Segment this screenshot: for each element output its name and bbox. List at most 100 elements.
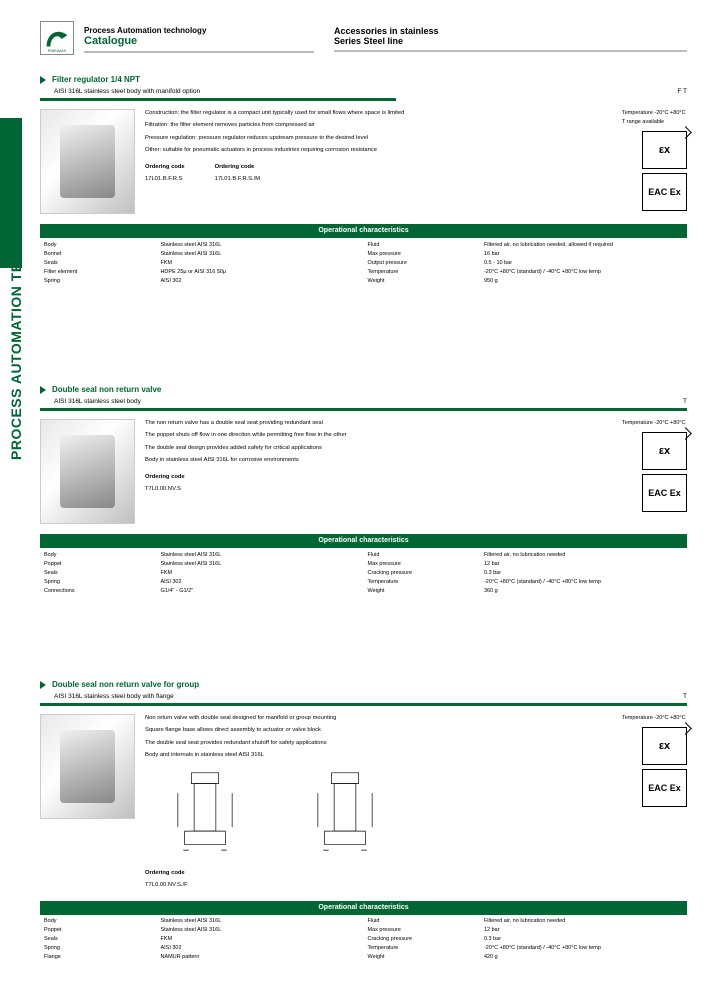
table-row: SealsFKMCracking pressure0.3 bar	[40, 568, 687, 577]
order-code-title: Ordering code	[145, 473, 185, 482]
section-content-row: Non return valve with double seal design…	[40, 714, 687, 891]
order-code-value: T7L0.00.NV.S	[145, 485, 185, 494]
operational-characteristics-header: Operational characteristics	[40, 901, 687, 915]
table-cell: Filtered air, no lubrication needed	[480, 917, 687, 926]
section-title-row: Double seal non return valve for group	[40, 680, 687, 689]
section-title: Double seal non return valve	[52, 385, 161, 394]
table-cell: Filtered air, no lubrication needed, all…	[480, 240, 687, 249]
table-row: SpringAISI 302Temperature-20°C +80°C (st…	[40, 944, 687, 953]
section-title: Double seal non return valve for group	[52, 680, 199, 689]
description-line: Non return valve with double seal design…	[145, 714, 612, 723]
table-cell: 0.5 - 10 bar	[480, 258, 687, 267]
section-subtitle-right: T	[683, 693, 687, 700]
table-cell: Temperature	[363, 577, 479, 586]
section-arrow-icon	[40, 681, 46, 689]
table-cell: G1/4" - G1/2"	[156, 586, 363, 595]
description-line: The double seal seat provides redundant …	[145, 739, 612, 748]
table-row: BodyStainless steel AISI 316LFluidFilter…	[40, 550, 687, 559]
table-cell: Flange	[40, 953, 156, 962]
header-right-column: Accessories in stainless Series Steel li…	[314, 24, 687, 52]
description-line: Pressure regulation: pressure regulator …	[145, 134, 612, 143]
header-left-line1: Process Automation technology	[84, 26, 314, 35]
table-cell: Max pressure	[363, 926, 479, 935]
table-cell: 16 bar	[480, 249, 687, 258]
table-cell: Weight	[363, 276, 479, 285]
order-code-block: Ordering code T7L0.00.NV.S	[145, 473, 185, 495]
section-title-row: Double seal non return valve	[40, 385, 687, 394]
table-cell: 12 bar	[480, 559, 687, 568]
description-column: Construction: the filter regulator is a …	[145, 109, 612, 214]
table-cell: 420 g	[480, 953, 687, 962]
description-column: Non return valve with double seal design…	[145, 714, 612, 891]
order-code-value: T7L0.00.NV.S./F	[145, 881, 188, 890]
table-cell: Spring	[40, 944, 156, 953]
table-cell: Weight	[363, 586, 479, 595]
table-row: SpringAISI 302Temperature-20°C +80°C (st…	[40, 577, 687, 586]
section-arrow-icon	[40, 76, 46, 84]
table-cell: AISI 302	[156, 577, 363, 586]
order-code-row: Ordering code 17L01.B.F.R.S Ordering code1…	[145, 163, 612, 185]
section-subtitle-row: AISI 316L stainless steel body with mani…	[54, 88, 687, 95]
page-header: PNEUMAX Process Automation technology Ca…	[40, 18, 687, 58]
section-subtitle-row: AISI 316L stainless steel body with flan…	[54, 693, 687, 700]
section-content-row: The non return valve has a double seal s…	[40, 419, 687, 524]
description-line: Square flange base allows direct assembl…	[145, 726, 612, 735]
order-code-title: Ordering code	[215, 163, 260, 172]
table-cell: -20°C +80°C (standard) / -40°C +80°C low…	[480, 267, 687, 276]
header-left-column: Process Automation technology Catalogue	[84, 24, 314, 53]
table-row: FlangeNAMUR patternWeight420 g	[40, 953, 687, 962]
table-cell: 12 bar	[480, 926, 687, 935]
table-cell: 950 g	[480, 276, 687, 285]
section-divider-bar	[40, 703, 687, 706]
order-code-row: Ordering codeT7L0.00.NV.S./F	[145, 869, 612, 891]
section-subtitle-right: T	[683, 398, 687, 405]
product-image-shape	[60, 125, 116, 197]
header-left-line2: Catalogue	[84, 35, 314, 47]
table-cell: Fluid	[363, 240, 479, 249]
product-image	[40, 714, 135, 819]
eac-ex-badge: EAC Ex	[642, 173, 687, 211]
section-title: Filter regulator 1/4 NPT	[52, 75, 140, 84]
operational-characteristics-table: BodyStainless steel AISI 316LFluidFilter…	[40, 917, 687, 962]
table-cell: AISI 302	[156, 276, 363, 285]
description-line: The non return valve has a double seal s…	[145, 419, 612, 428]
table-row: SealsFKMOutput pressure0.5 - 10 bar	[40, 258, 687, 267]
table-cell: Connections	[40, 586, 156, 595]
table-cell: -20°C +80°C (standard) / -40°C +80°C low…	[480, 944, 687, 953]
operational-characteristics-header: Operational characteristics	[40, 534, 687, 548]
section-title-row: Filter regulator 1/4 NPT	[40, 75, 687, 84]
section-content-row: Construction: the filter regulator is a …	[40, 109, 687, 214]
table-cell: Seals	[40, 258, 156, 267]
section-arrow-icon	[40, 386, 46, 394]
table-row: SealsFKMCracking pressure0.3 bar	[40, 935, 687, 944]
order-code-value: 17L01.B.F.R.S	[145, 175, 185, 184]
temperature-range: Temperature -20°C +80°C	[622, 714, 687, 723]
order-code-block: Ordering code17L01.B.F.R.S./M	[215, 163, 260, 185]
product-section: Double seal non return valve AISI 316L st…	[40, 385, 687, 595]
atex-badge: εx	[642, 131, 687, 169]
section-subtitle-row: AISI 316L stainless steel bodyT	[54, 398, 687, 405]
table-cell: Stainless steel AISI 316L	[156, 559, 363, 568]
table-cell: Stainless steel AISI 316L	[156, 926, 363, 935]
badge-column: Temperature -20°C +80°CT range available…	[622, 109, 687, 214]
dimension-drawing	[285, 766, 405, 861]
table-cell: Body	[40, 550, 156, 559]
table-cell: Body	[40, 240, 156, 249]
section-divider-bar	[40, 98, 396, 101]
table-cell: FKM	[156, 258, 363, 267]
table-cell: -20°C +80°C (standard) / -40°C +80°C low…	[480, 577, 687, 586]
operational-characteristics-header: Operational characteristics	[40, 224, 687, 238]
operational-characteristics-table: BodyStainless steel AISI 316LFluidFilter…	[40, 550, 687, 595]
sidebar-accent-block	[0, 118, 22, 268]
product-image	[40, 109, 135, 214]
temperature-range: Temperature -20°C +80°CT range available	[622, 109, 687, 127]
table-row: SpringAISI 302Weight950 g	[40, 276, 687, 285]
table-row: BonnetStainless steel AISI 316LMax press…	[40, 249, 687, 258]
table-cell: Bonnet	[40, 249, 156, 258]
table-cell: Filter element	[40, 267, 156, 276]
description-line: The double seal design provides added sa…	[145, 444, 612, 453]
table-row: BodyStainless steel AISI 316LFluidFilter…	[40, 240, 687, 249]
table-cell: Stainless steel AISI 316L	[156, 917, 363, 926]
section-subtitle-left: AISI 316L stainless steel body with mani…	[54, 88, 200, 95]
table-cell: Output pressure	[363, 258, 479, 267]
